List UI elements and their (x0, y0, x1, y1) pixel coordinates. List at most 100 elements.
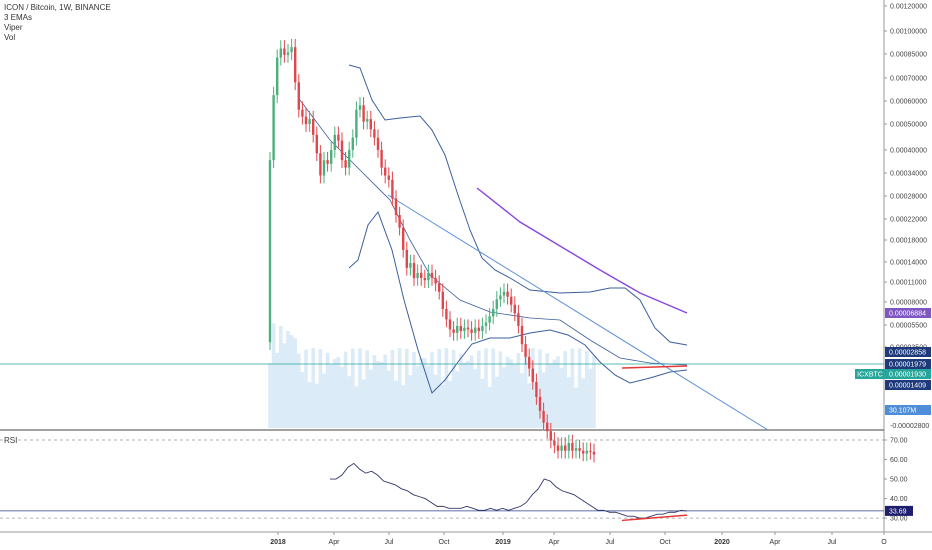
volume-bar (282, 343, 287, 428)
volume-bar (581, 378, 585, 428)
candle-body (492, 308, 495, 317)
candle-body (564, 445, 567, 451)
candle-body (470, 329, 473, 333)
price-tick-label: 0.00008000 (890, 300, 927, 307)
candle-body (427, 272, 430, 281)
candle-body (355, 109, 358, 138)
volume-layer (268, 323, 596, 428)
candle-body (301, 109, 304, 117)
rsi-tick-label: 50.00 (890, 477, 908, 484)
candle-body (528, 356, 531, 369)
candle-body (330, 149, 333, 164)
volume-bar (534, 382, 539, 428)
volume-bar (473, 369, 477, 428)
candle-body (499, 295, 502, 300)
candle-body (412, 263, 416, 279)
price-tick-label: 0.00050000 (890, 122, 927, 129)
candle-body (283, 48, 286, 55)
volume-bar (390, 350, 395, 428)
price-tick-label: 0.00070000 (890, 76, 927, 83)
candle-body (578, 448, 581, 451)
candle-body (369, 119, 372, 130)
volume-bar (322, 373, 326, 428)
rsi-layer (0, 439, 884, 522)
volume-bar (401, 385, 405, 428)
price-tick-label: 0.00028000 (890, 194, 927, 201)
volume-bar (426, 365, 431, 428)
volume-bar (505, 356, 510, 428)
volume-bar (307, 382, 312, 428)
grid-layer (0, 0, 932, 533)
price-tick-label: 0.00040000 (890, 148, 927, 155)
indicator-volume[interactable]: Vol (4, 33, 16, 42)
candle-body (448, 319, 452, 330)
volume-bar (423, 358, 427, 428)
candle-body (477, 327, 480, 332)
volume-bar (480, 378, 485, 428)
volume-bar (383, 354, 387, 428)
candle-body (315, 134, 318, 154)
indicator-ema[interactable]: 3 EMAs (4, 13, 33, 22)
candle-body (456, 325, 459, 333)
price-tick-label: 0.00100000 (890, 29, 927, 36)
candle-body (391, 179, 394, 199)
volume-bar (405, 348, 409, 428)
volume-bar (502, 367, 506, 428)
price-tick-label: 0.00014000 (890, 260, 927, 267)
price-tick-label: 0.00011000 (890, 280, 927, 287)
candle-body (286, 52, 290, 55)
overlay-layer (0, 64, 884, 431)
time-tick-label: Oct (660, 539, 671, 546)
candle-body (398, 214, 401, 228)
candle-body (438, 283, 441, 292)
candle-body (312, 119, 315, 135)
candle-body (549, 431, 552, 441)
candle-body (574, 448, 578, 451)
trendline (387, 194, 769, 431)
price-tick-label: 0.00005500 (890, 323, 927, 330)
volume-bar (577, 348, 582, 428)
volume-bar (513, 364, 517, 428)
candle-body (319, 153, 322, 176)
volume-bar (437, 348, 441, 428)
candle-body (409, 263, 412, 268)
candle-body (567, 442, 570, 451)
time-tick-label: Jul (606, 539, 615, 546)
volume-bar (538, 349, 542, 428)
ema-long (476, 187, 688, 314)
volume-bar (541, 372, 546, 428)
price-tick-label: 0.00018000 (890, 238, 927, 245)
bollinger-lower (348, 210, 688, 394)
price-badge-value: 0.00001979 (889, 362, 926, 369)
rsi-tick-label: 40.00 (890, 496, 908, 503)
indicator-viper[interactable]: Viper (4, 23, 23, 32)
volume-bar (441, 384, 445, 428)
volume-bar (311, 348, 315, 428)
volume-bar (495, 376, 499, 428)
volume-bar (369, 369, 373, 428)
candle-body (420, 272, 423, 279)
volume-bar (520, 373, 524, 428)
symbol-title[interactable]: ICON / Bitcoin, 1W, BINANCE (4, 3, 111, 12)
volume-bar (268, 363, 272, 428)
volume-bar (498, 351, 503, 428)
volume-bar (293, 338, 297, 428)
price-tick-label: -0.00002800 (890, 423, 929, 430)
volume-bar (556, 356, 560, 428)
candle-body (304, 116, 308, 125)
candle-body (546, 422, 549, 432)
price-badge-value: 0.00001409 (889, 383, 926, 390)
volume-bar (394, 380, 398, 428)
volume-bar (415, 365, 420, 428)
candle-body (582, 450, 585, 454)
volume-bar (549, 363, 553, 428)
volume-bar (448, 380, 452, 428)
volume-bar (491, 348, 495, 428)
bollinger-upper (348, 64, 688, 346)
volume-bar (412, 352, 416, 428)
candle-body (506, 291, 509, 297)
candle-body (524, 344, 527, 357)
candle-body (495, 299, 498, 309)
rsi-panel-label[interactable]: RSI (4, 436, 18, 445)
